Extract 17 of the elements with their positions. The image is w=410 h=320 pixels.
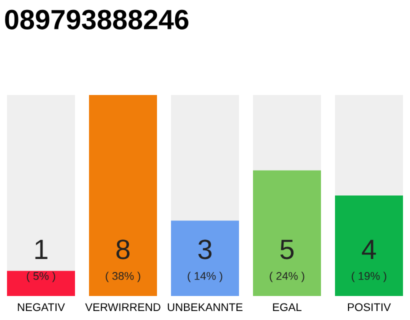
data-label: 3 [198, 240, 212, 260]
chart-title: 089793888246 [5, 10, 188, 30]
x-tick-label: NEGATIV [18, 303, 65, 312]
data-label: 5 [280, 240, 294, 260]
annotation: ( 14% ) [188, 272, 222, 282]
annotation: ( 38% ) [106, 272, 140, 282]
annotation: ( 5% ) [26, 272, 56, 282]
x-tick-label: POSITIV [348, 303, 391, 312]
bar [7, 270, 75, 296]
x-tick-label: EGAL [273, 303, 302, 312]
x-tick-label: UNBEKANNTE [168, 303, 242, 312]
annotation: ( 19% ) [352, 272, 386, 282]
x-tick-label: VERWIRREND [85, 303, 160, 311]
annotation: ( 24% ) [270, 272, 304, 282]
data-label: 8 [116, 240, 130, 260]
data-label: 4 [362, 240, 376, 259]
data-label: 1 [35, 240, 48, 259]
